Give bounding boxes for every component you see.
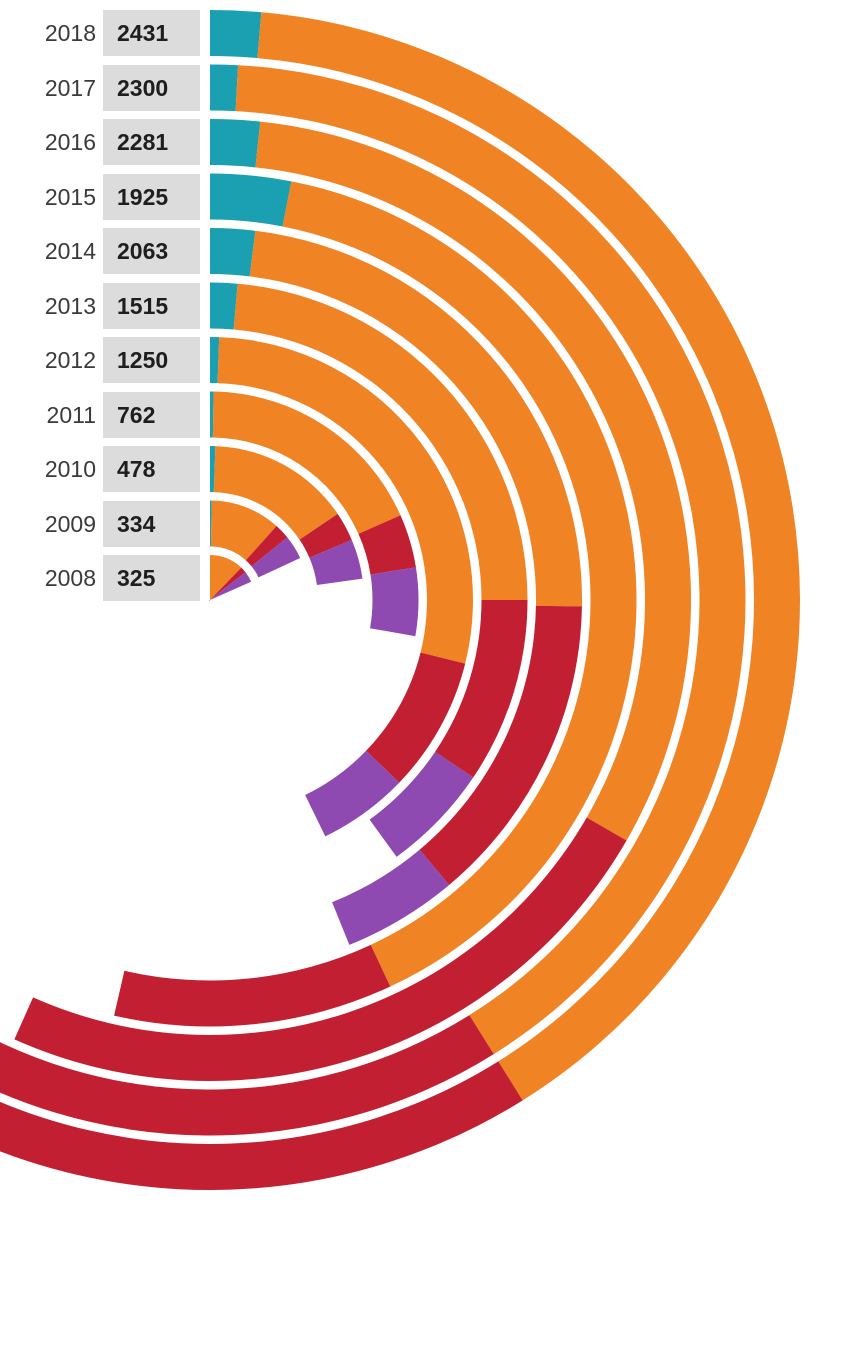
- red-segment-2014: [419, 605, 582, 885]
- purple-segment-2010: [309, 539, 363, 585]
- purple-segment-2012: [305, 750, 400, 837]
- orange-segment-2017: [235, 65, 746, 1055]
- year-label: 2011: [46, 401, 96, 428]
- row-label-2011: 2011 762: [0, 391, 866, 438]
- purple-segment-2013: [369, 751, 474, 857]
- row-label-2008: 2008 325: [0, 555, 866, 601]
- teal-segment-2017: [210, 64, 239, 112]
- red-segment-2016: [14, 817, 627, 1082]
- orange-segment-2015: [282, 181, 637, 987]
- red-segment-2008: [209, 567, 246, 601]
- year-label: 2016: [44, 129, 96, 155]
- value-box: 1515: [103, 282, 200, 329]
- total-value-label: 2063: [117, 238, 169, 264]
- year-label: 2009: [44, 510, 96, 537]
- red-segment-2018: [0, 1061, 523, 1190]
- row-label-2010: 2010 478: [0, 446, 866, 492]
- value-box: 2063: [103, 228, 200, 274]
- value-box: 325: [103, 555, 200, 601]
- red-segment-2015: [114, 944, 391, 1027]
- teal-segment-2018: [210, 10, 262, 59]
- value-box: 1925: [103, 173, 200, 220]
- orange-segment-2012: [217, 337, 474, 664]
- row-label-2015: 2015 1925: [0, 173, 866, 220]
- orange-segment-2018: [257, 12, 800, 1101]
- row-label-2016: 2016 2281: [0, 119, 866, 165]
- red-segment-2011: [358, 515, 416, 575]
- row-label-2018: 2018 2431: [0, 10, 866, 56]
- value-box: 334: [103, 500, 200, 547]
- red-segment-2013: [435, 600, 528, 778]
- year-label: 2012: [44, 347, 96, 373]
- teal-segment-2013: [210, 282, 238, 330]
- orange-segment-2014: [249, 230, 582, 607]
- purple-segment-2011: [370, 567, 419, 637]
- value-box: 1250: [103, 337, 200, 383]
- teal-segment-2009: [210, 500, 212, 547]
- year-label: 2013: [44, 292, 96, 319]
- orange-segment-2016: [255, 121, 692, 841]
- value-box: 478: [103, 446, 200, 492]
- year-label: 2018: [44, 20, 96, 46]
- total-value-label: 1925: [117, 183, 169, 210]
- row-label-2013: 2013 1515: [0, 282, 866, 329]
- teal-segment-2015: [210, 173, 292, 227]
- year-label: 2015: [44, 183, 96, 210]
- value-box: 2300: [103, 64, 200, 111]
- total-value-label: 334: [117, 510, 156, 537]
- teal-segment-2012: [210, 337, 220, 384]
- total-value-label: 478: [117, 456, 156, 482]
- orange-segment-2009: [210, 500, 277, 561]
- red-segment-2012: [366, 652, 466, 783]
- red-segment-2010: [299, 513, 352, 558]
- year-label: 2014: [44, 238, 96, 264]
- orange-segment-2008: [209, 555, 242, 601]
- purple-segment-2008: [209, 572, 252, 601]
- row-label-2014: 2014 2063: [0, 228, 866, 274]
- teal-segment-2011: [210, 391, 214, 438]
- year-label: 2008: [44, 565, 96, 591]
- red-segment-2017: [0, 1015, 494, 1136]
- row-label-2009: 2009 334: [0, 500, 866, 547]
- teal-segment-2014: [210, 228, 256, 277]
- total-value-label: 2431: [117, 20, 169, 46]
- total-value-label: 325: [117, 565, 156, 591]
- orange-segment-2011: [212, 391, 401, 534]
- total-value-label: 2281: [117, 129, 169, 155]
- value-box: 2431: [103, 10, 200, 56]
- total-value-label: 1250: [117, 347, 169, 373]
- total-value-label: 2300: [117, 74, 169, 101]
- row-label-2017: 2017 2300: [0, 64, 866, 111]
- value-box: 762: [103, 391, 200, 438]
- year-label: 2017: [44, 74, 96, 101]
- purple-segment-2014: [332, 849, 450, 945]
- total-value-label: 1515: [117, 292, 169, 319]
- purple-segment-2009: [251, 537, 301, 578]
- red-segment-2009: [245, 526, 288, 567]
- year-label: 2010: [44, 456, 96, 482]
- row-label-2012: 2012 1250: [0, 337, 866, 383]
- orange-segment-2010: [213, 446, 338, 540]
- teal-segment-2016: [210, 119, 261, 168]
- orange-segment-2013: [233, 283, 528, 600]
- total-value-label: 762: [117, 401, 156, 428]
- teal-segment-2010: [210, 445, 216, 493]
- value-box: 2281: [103, 119, 200, 165]
